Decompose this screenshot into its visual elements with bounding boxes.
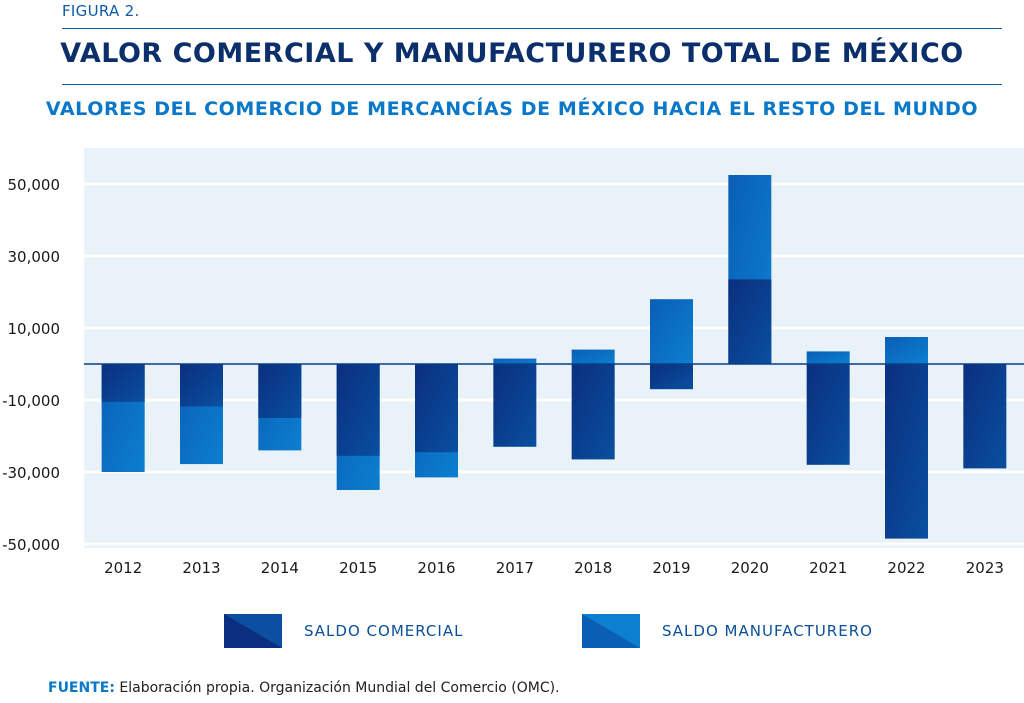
plot-area: [84, 148, 1024, 548]
x-tick-label: 2020: [731, 559, 769, 577]
y-tick-label: 30,000: [8, 248, 61, 266]
source-note: FUENTE: Elaboración propia. Organización…: [48, 680, 560, 696]
bar-saldo-comercial: [258, 364, 302, 418]
y-tick-label: 50,000: [8, 176, 61, 194]
x-tick-label: 2012: [104, 559, 142, 577]
bar-saldo-comercial: [180, 364, 223, 407]
bar-saldo-comercial: [415, 364, 458, 453]
bar-saldo-comercial: [806, 364, 850, 465]
bar-saldo-manufacturero: [493, 358, 537, 364]
x-tick-label: 2017: [496, 559, 534, 577]
legend-label-comercial: SALDO COMERCIAL: [304, 622, 464, 640]
figure-label: FIGURA 2.: [62, 2, 140, 20]
y-tick-label: 10,000: [8, 320, 61, 338]
y-ticks: 50,000 30,000 10,000 -10,000 -30,000 -50,000: [2, 176, 60, 554]
bar-saldo-manufacturero: [885, 337, 928, 364]
x-tick-label: 2022: [887, 559, 925, 577]
x-tick-label: 2019: [652, 559, 690, 577]
y-tick-label: -10,000: [2, 392, 60, 410]
y-tick-label: -50,000: [2, 536, 60, 554]
bar-saldo-comercial: [493, 364, 537, 447]
x-tick-label: 2013: [182, 559, 220, 577]
bar-saldo-comercial: [650, 364, 693, 390]
x-tick-label: 2023: [966, 559, 1004, 577]
bar-saldo-comercial: [885, 364, 928, 539]
x-tick-label: 2014: [261, 559, 299, 577]
bar-saldo-comercial: [963, 364, 1007, 469]
bar-saldo-manufacturero: [650, 299, 693, 364]
chart-subtitle: VALORES DEL COMERCIO DE MERCANCÍAS DE MÉ…: [45, 98, 979, 120]
bar-saldo-comercial: [336, 364, 380, 456]
bar-saldo-comercial: [728, 279, 772, 364]
source-key: FUENTE:: [48, 680, 115, 696]
bars: [84, 175, 1024, 539]
x-tick-label: 2016: [417, 559, 455, 577]
x-tick-label: 2018: [574, 559, 612, 577]
bar-saldo-manufacturero: [806, 351, 850, 364]
legend-swatch-manufacturero: [582, 614, 640, 648]
x-labels: 2012 2013 2014 2015 2016 2017 2018 2019 2020 2021…: [104, 559, 1004, 577]
source-text: Elaboración propia. Organización Mundial…: [114, 680, 560, 696]
legend-label-manufacturero: SALDO MANUFACTURERO: [662, 622, 873, 640]
top-rule: [62, 28, 1002, 29]
bar-chart: 50,00030,00010,000-10,000-30,000-50,000 …: [2, 148, 1024, 577]
bar-saldo-manufacturero: [571, 349, 615, 364]
x-tick-label: 2021: [809, 559, 847, 577]
bar-saldo-comercial: [101, 364, 145, 402]
title-rule: [62, 84, 1002, 85]
legend-swatch-comercial: [224, 614, 282, 648]
x-tick-label: 2015: [339, 559, 377, 577]
bar-saldo-comercial: [571, 364, 615, 460]
grid: [84, 182, 1024, 546]
y-tick-label: -30,000: [2, 464, 60, 482]
chart-title: VALOR COMERCIAL Y MANUFACTURERO TOTAL DE…: [60, 38, 964, 69]
